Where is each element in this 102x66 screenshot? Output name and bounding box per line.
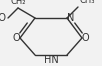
Text: CH₃: CH₃	[80, 0, 95, 5]
Text: CH₂: CH₂	[10, 0, 26, 6]
Text: O: O	[12, 33, 20, 43]
Text: HO: HO	[0, 13, 6, 23]
Text: N: N	[67, 13, 74, 23]
Text: O: O	[82, 33, 90, 43]
Text: HN: HN	[44, 55, 58, 65]
